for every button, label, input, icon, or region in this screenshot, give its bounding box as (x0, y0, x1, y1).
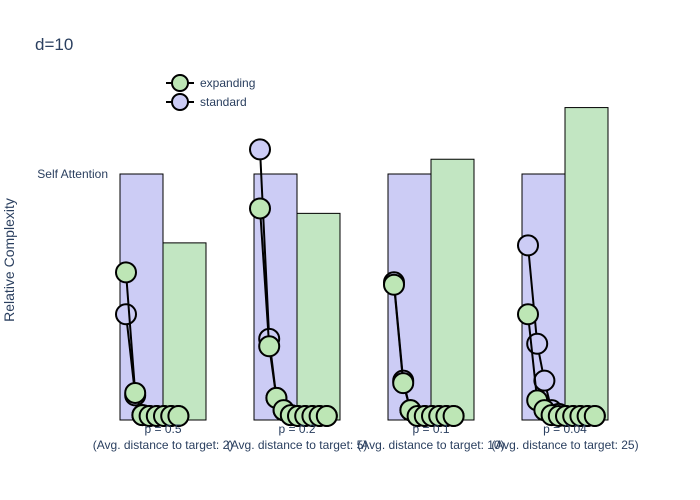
point-expanding-0-7 (167, 405, 190, 427)
point-expanding-1-1 (258, 335, 281, 358)
reference-label: Self Attention (37, 167, 108, 181)
point-expanding-3-0 (517, 303, 539, 326)
x-tick-labels: p = 0.5 (Avg. distance to target: 2) p = 0… (93, 422, 639, 452)
lines (115, 138, 606, 427)
x-subtitle-label-2: (Avg. distance to target: 10) (357, 438, 504, 452)
bar-standard-0 (119, 173, 164, 421)
bar-standard-1 (253, 173, 298, 421)
point-expanding-1-9 (315, 405, 338, 427)
bar-expanding-1 (296, 212, 341, 421)
point-expanding-2-8 (442, 405, 465, 427)
point-standard-3-2 (533, 369, 556, 392)
legend-marker-expanding (171, 74, 189, 92)
x-subtitle-label-3: (Avg. distance to target: 25) (491, 438, 638, 452)
x-tick-label-3: p = 0.04 (543, 422, 587, 436)
point-expanding-2-0 (383, 273, 405, 296)
point-expanding-0-1 (124, 381, 147, 404)
bar-expanding-2 (430, 158, 475, 421)
bar-expanding-3 (564, 107, 609, 421)
point-expanding-0-0 (115, 261, 137, 284)
point-standard-3-0 (517, 234, 539, 257)
legend-label-expanding: expanding (200, 76, 255, 90)
point-expanding-2-1 (392, 372, 415, 395)
bar-expanding-0 (162, 242, 207, 421)
x-tick-label-2: p = 0.1 (412, 422, 449, 436)
y-axis-label: Relative Complexity (1, 198, 17, 322)
x-tick-label-0: p = 0.5 (144, 422, 181, 436)
point-expanding-3-9 (583, 405, 606, 427)
legend-marker-standard (171, 93, 189, 111)
point-standard-1-0 (249, 138, 271, 161)
point-expanding-1-0 (249, 197, 271, 220)
legend: expanding standard (166, 74, 255, 111)
chart-title: d=10 (35, 35, 73, 54)
x-subtitle-label-1: (Avg. distance to target: 5) (227, 438, 368, 452)
x-subtitle-label-0: (Avg. distance to target: 2) (93, 438, 234, 452)
point-standard-0-0 (115, 303, 137, 326)
legend-label-standard: standard (200, 95, 247, 109)
bars (119, 107, 609, 421)
x-tick-label-1: p = 0.2 (278, 422, 315, 436)
